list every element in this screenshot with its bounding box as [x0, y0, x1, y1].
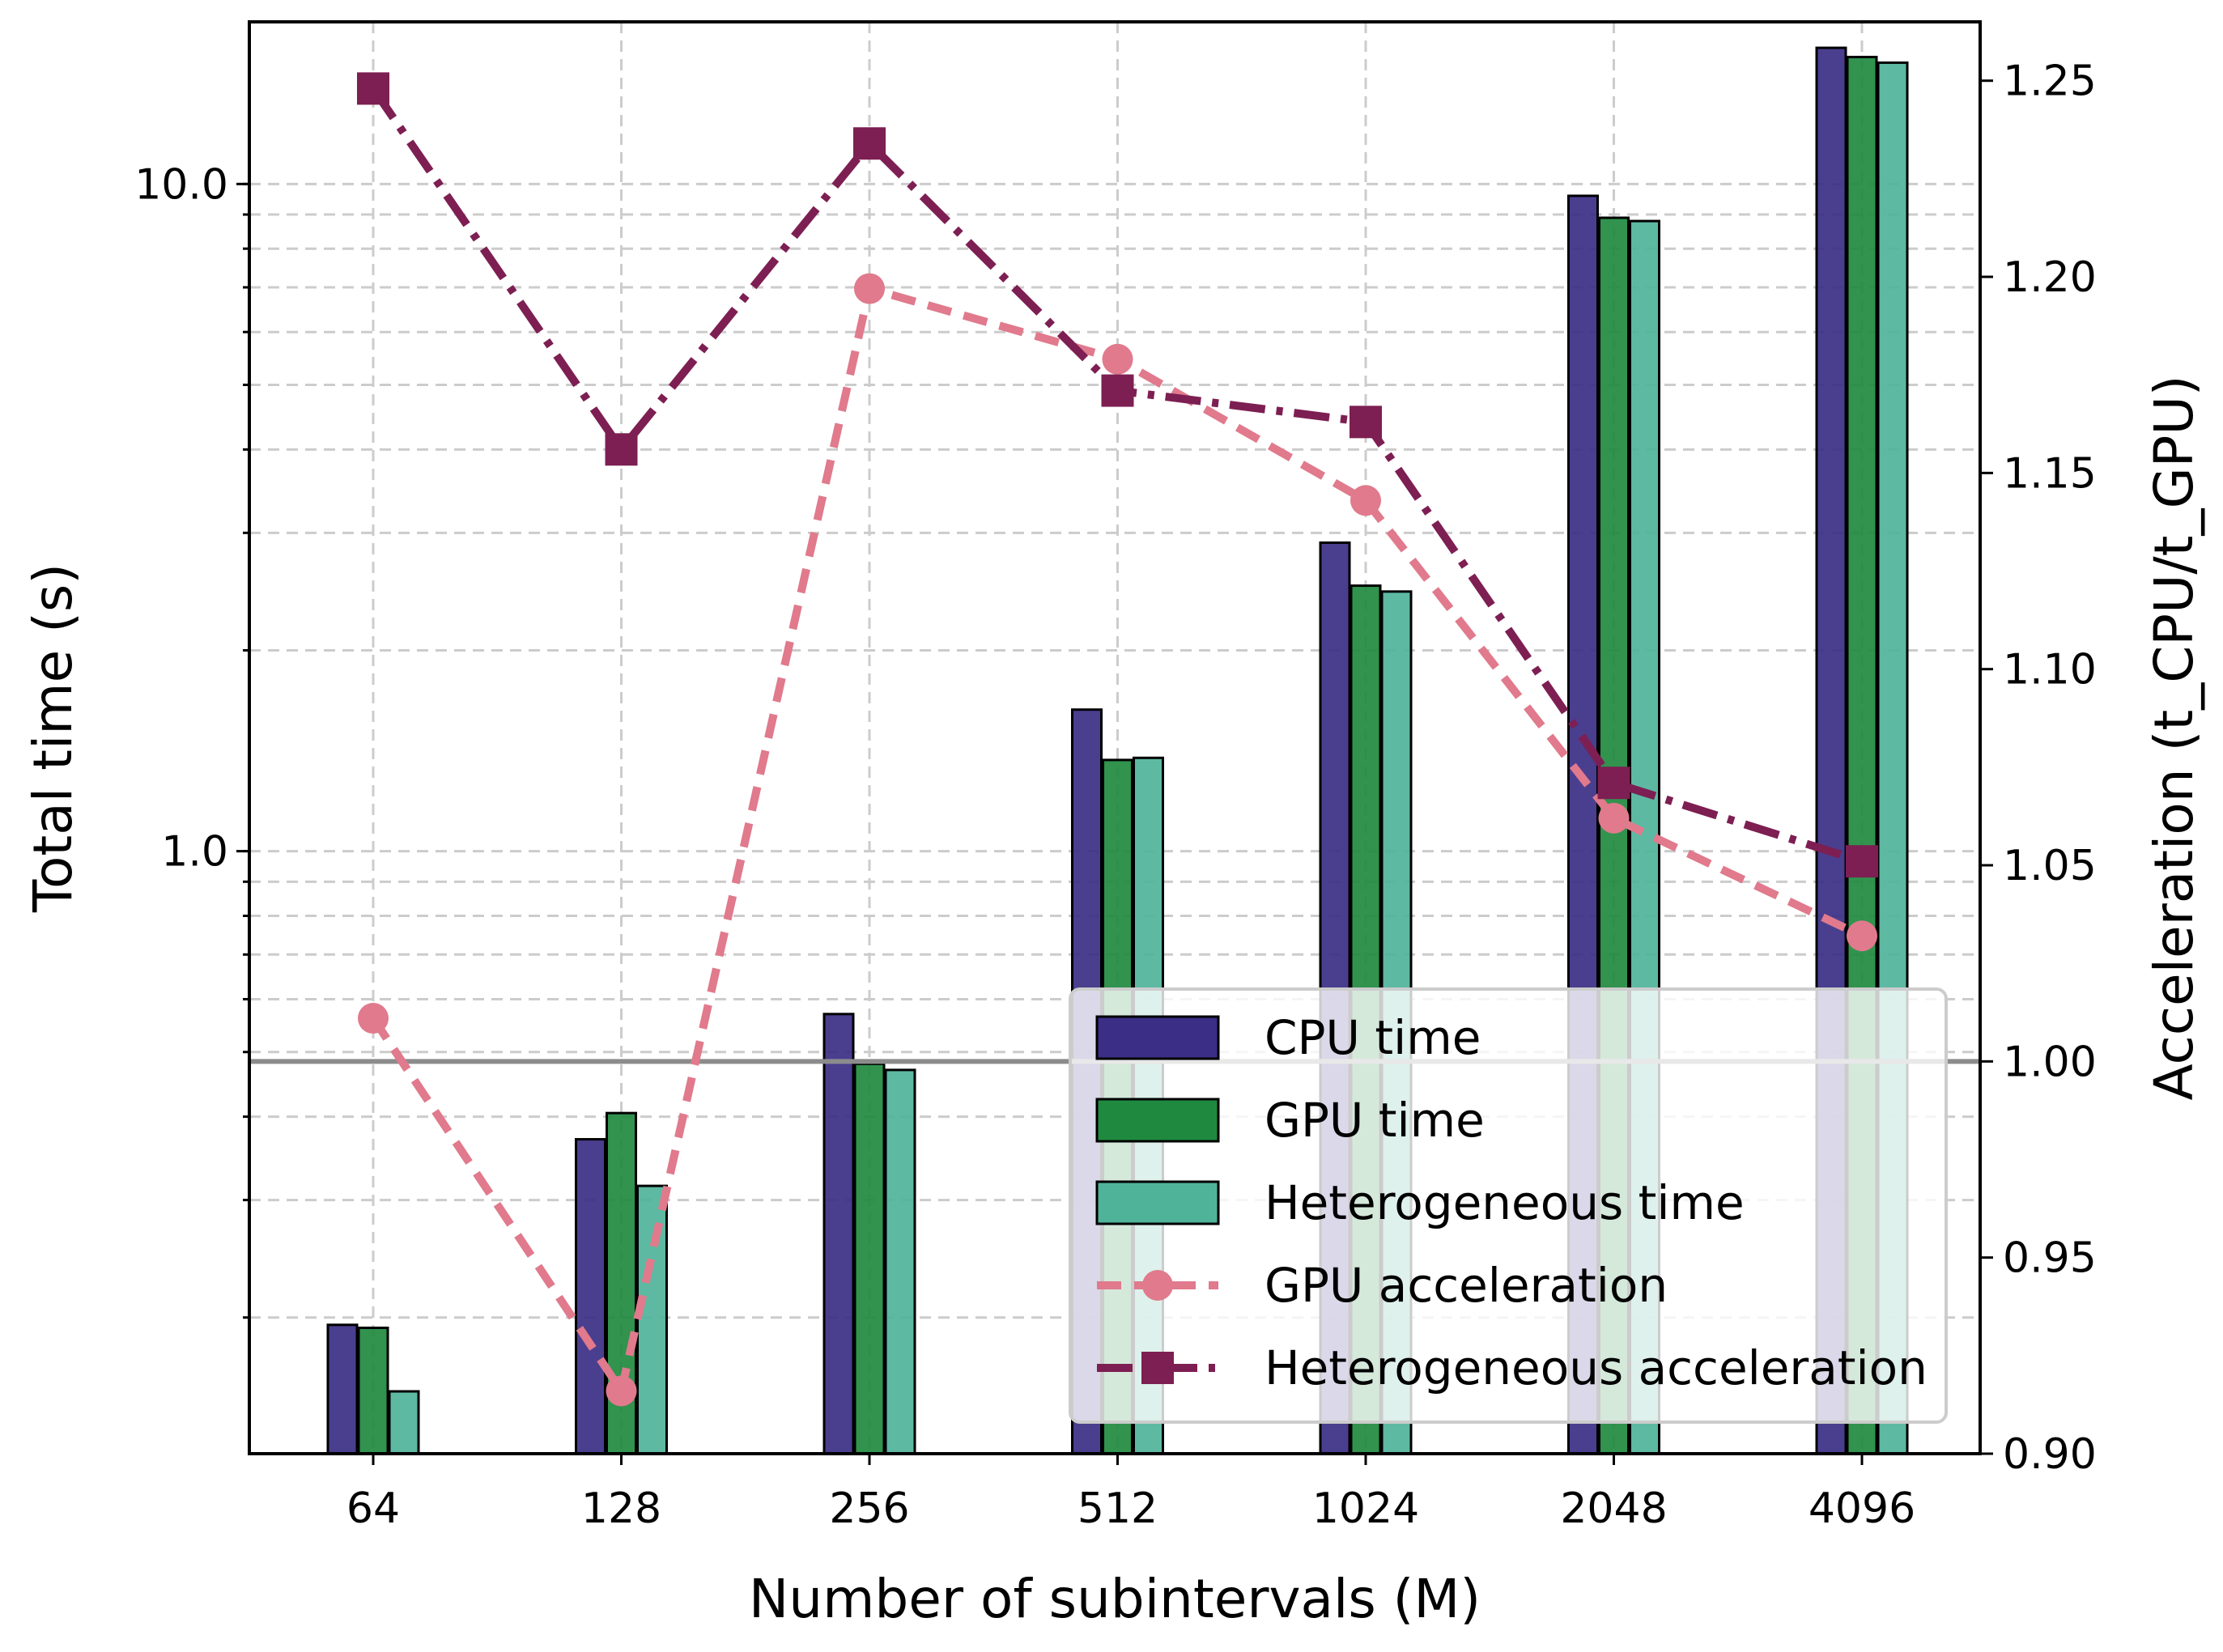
- right-tick-label: 1.15: [2003, 449, 2097, 498]
- point-heterogeneous-acceleration-1024: [1350, 406, 1382, 439]
- axes: 64 128 256 512 1024 2048 4096 1.0 10.0 0.90 0.95 1.…: [22, 20, 2205, 1630]
- right-tick-label: 1.20: [2003, 253, 2097, 302]
- point-gpu-acceleration-512: [1102, 343, 1133, 375]
- legend-marker: [1141, 1352, 1174, 1384]
- right-tick-label: 0.95: [2003, 1234, 2097, 1283]
- point-gpu-acceleration-128: [606, 1375, 637, 1407]
- legend-box: [1069, 987, 1948, 1424]
- legend-label: Heterogeneous acceleration: [1265, 1340, 1928, 1395]
- bar-gpu-256: [853, 1062, 886, 1455]
- right-tick-label: 1.00: [2003, 1038, 2097, 1086]
- legend-swatch: [1095, 1180, 1220, 1225]
- x-tick-label: 1024: [1312, 1484, 1419, 1533]
- x-tick-label: 64: [346, 1484, 400, 1533]
- left-tick-label: 1.0: [161, 828, 228, 877]
- x-tick-label: 2048: [1560, 1484, 1667, 1533]
- x-tick-label: 128: [581, 1484, 661, 1533]
- bar-cpu-256: [822, 1013, 855, 1455]
- left-tick-label: 10.0: [134, 160, 228, 209]
- x-axis-title: Number of subintervals (M): [749, 1568, 1481, 1630]
- legend-marker: [1142, 1270, 1173, 1301]
- point-heterogeneous-acceleration-2048: [1597, 767, 1630, 800]
- point-heterogeneous-acceleration-128: [605, 433, 638, 466]
- legend-label: CPU time: [1265, 1010, 1481, 1065]
- point-heterogeneous-acceleration-256: [853, 127, 886, 160]
- x-tick-label: 4096: [1809, 1484, 1915, 1533]
- legend: CPU time GPU time Heterogeneous time GPU ac…: [1069, 987, 1948, 1424]
- point-gpu-acceleration-4096: [1847, 920, 1877, 952]
- bar-het-64: [388, 1390, 420, 1455]
- right-tick-label: 1.05: [2003, 842, 2097, 890]
- legend-label: GPU time: [1265, 1093, 1485, 1148]
- bar-cpu-128: [575, 1138, 606, 1455]
- plot-frame: [248, 20, 1982, 1455]
- bar-gpu-64: [357, 1327, 389, 1455]
- point-gpu-acceleration-1024: [1350, 485, 1381, 516]
- acceleration-lines: [357, 72, 1878, 1407]
- legend-swatch: [1095, 1098, 1220, 1143]
- legend-label: GPU acceleration: [1265, 1258, 1668, 1313]
- legend-swatch: [1095, 1015, 1220, 1060]
- point-heterogeneous-acceleration-512: [1101, 374, 1134, 407]
- point-gpu-acceleration-64: [358, 1003, 389, 1034]
- legend-label: Heterogeneous time: [1265, 1175, 1745, 1230]
- point-gpu-acceleration-2048: [1598, 802, 1630, 834]
- bar-het-256: [884, 1068, 916, 1455]
- point-heterogeneous-acceleration-64: [357, 72, 389, 105]
- right-tick-label: 1.10: [2003, 646, 2097, 694]
- x-tick-label: 256: [829, 1484, 909, 1533]
- left-axis-title: Total time (s): [22, 563, 84, 913]
- point-gpu-acceleration-256: [854, 273, 885, 304]
- point-heterogeneous-acceleration-4096: [1846, 845, 1878, 878]
- right-tick-label: 1.25: [2003, 57, 2097, 106]
- right-axis-title: Acceleration (t_CPU/t_GPU): [2143, 375, 2205, 1100]
- x-tick-label: 512: [1077, 1484, 1158, 1533]
- right-tick-label: 0.90: [2003, 1430, 2097, 1479]
- bar-cpu-64: [326, 1323, 359, 1455]
